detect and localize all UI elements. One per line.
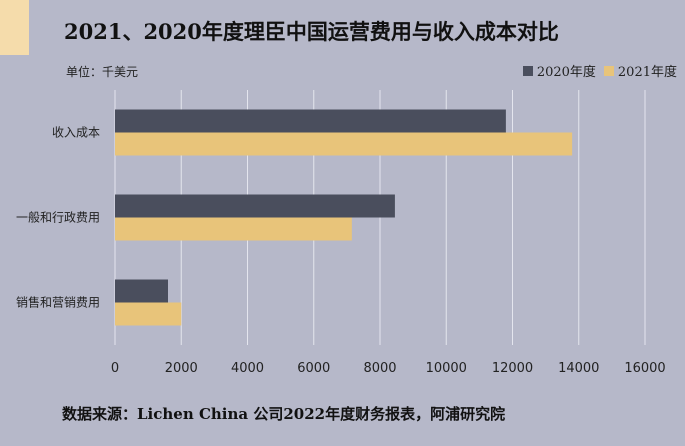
title-accent-block [0, 0, 29, 55]
data-source-note: 数据来源：Lichen China 公司2022年度财务报表，阿浦研究院 [62, 405, 506, 423]
legend: 2020年度 2021年度 [522, 61, 677, 80]
legend-label-2020: 2020年度 [536, 65, 596, 80]
x-tick-label-1: 2000 [165, 361, 198, 376]
x-tick-label-3: 6000 [297, 361, 330, 376]
x-tick-label-8: 16000 [624, 361, 665, 376]
bar-2021-1 [115, 217, 352, 241]
bar-2020-1 [115, 194, 395, 218]
legend-swatch-2021 [603, 65, 614, 76]
x-tick-label-5: 10000 [426, 361, 467, 376]
legend-item-2020: 2020年度 [522, 61, 596, 80]
category-label-1: 一般和行政费用 [16, 210, 100, 225]
category-label-0: 收入成本 [52, 126, 100, 140]
chart-title: 2021、2020年度理臣中国运营费用与收入成本对比 [64, 19, 559, 44]
x-tick-label-6: 12000 [492, 361, 533, 376]
x-tick-label-0: 0 [111, 361, 119, 376]
bar-2020-2 [115, 279, 168, 303]
unit-label: 单位：千美元 [66, 65, 139, 79]
x-tick-label-2: 4000 [231, 361, 264, 376]
x-tick-label-4: 8000 [363, 361, 396, 376]
bar-2021-2 [115, 302, 182, 326]
legend-item-2021: 2021年度 [603, 61, 677, 80]
legend-label-2021: 2021年度 [617, 65, 677, 80]
x-tick-label-7: 14000 [558, 361, 599, 376]
legend-swatch-2020 [522, 65, 533, 76]
category-label-2: 销售和营销费用 [16, 295, 100, 310]
bar-2021-0 [115, 132, 573, 156]
bar-2020-0 [115, 109, 506, 133]
